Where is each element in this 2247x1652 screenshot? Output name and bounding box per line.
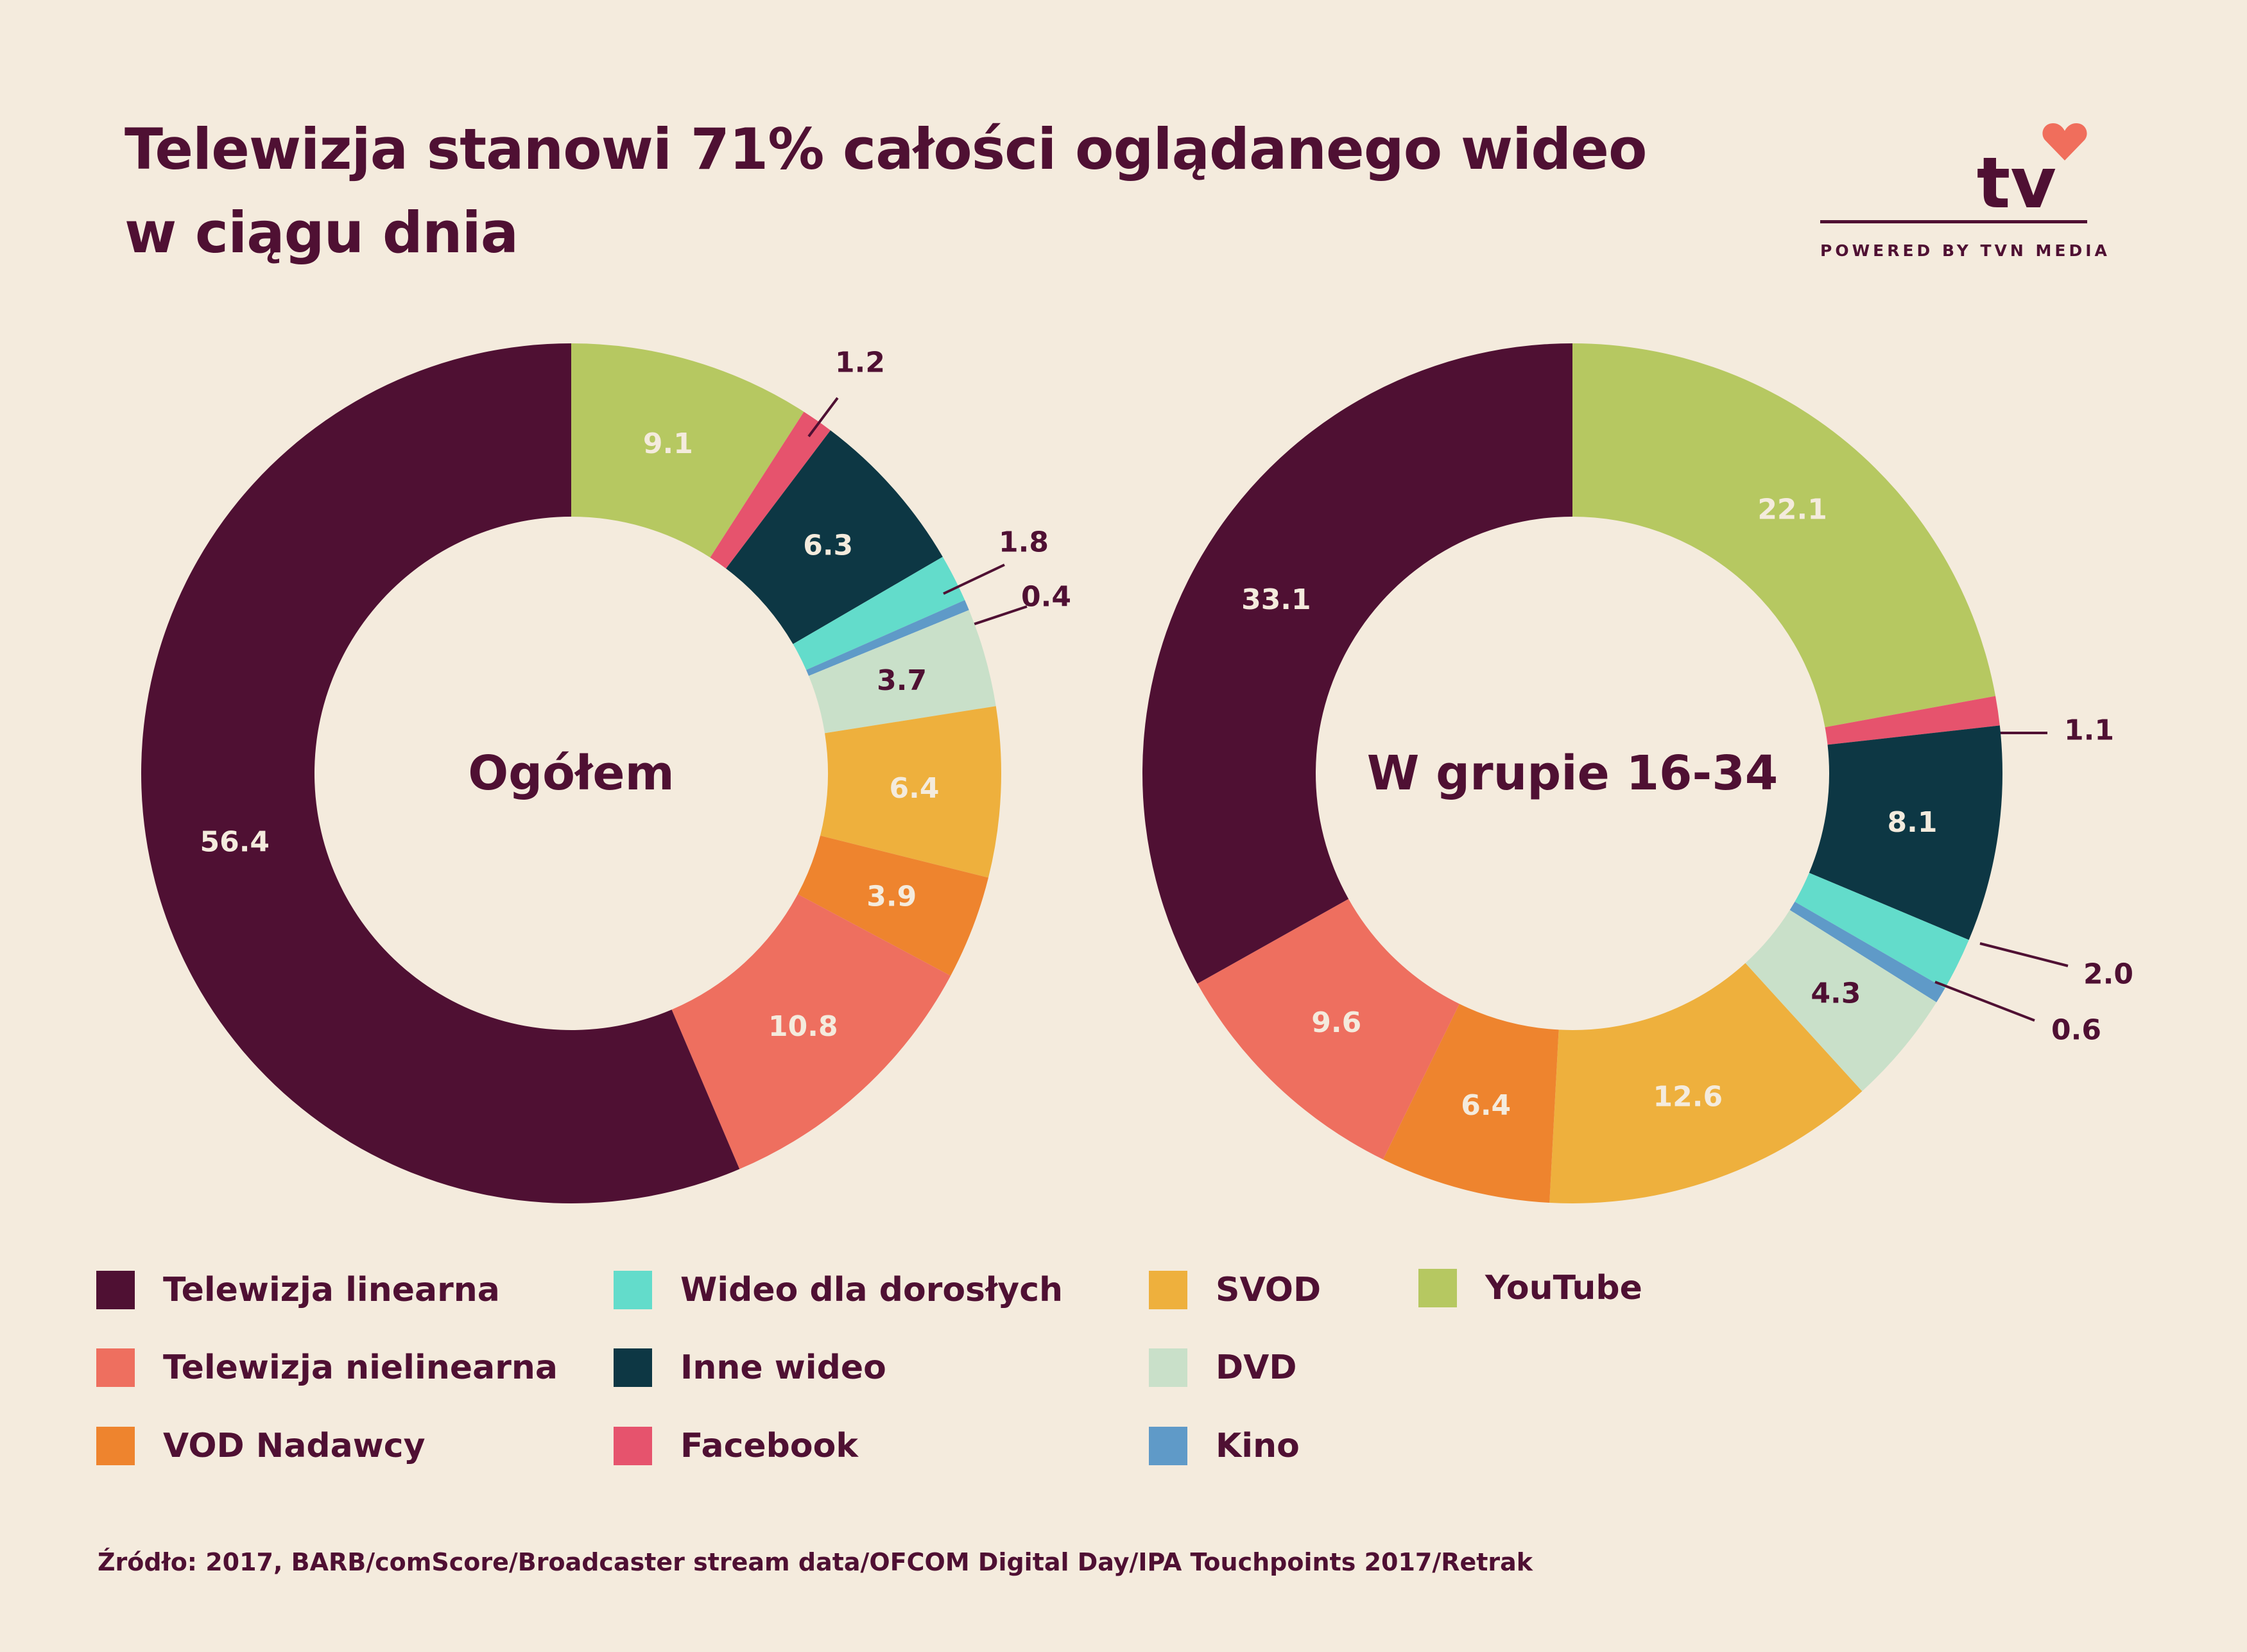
heart-icon [2042, 123, 2087, 160]
leader-line-wideo-dla-doroslych [943, 564, 1005, 595]
slice-svod [820, 706, 1002, 878]
title-line-2: w ciągu dnia [125, 200, 519, 266]
slice-telewizja-linearna [1142, 343, 1572, 984]
data-label-telewizja-linearna: 56.4 [200, 825, 270, 858]
data-label-vod-nadawcy: 3.9 [866, 881, 917, 913]
slice-dvd [1745, 909, 1937, 1092]
slice-facebook [1825, 696, 2000, 745]
data-label-dvd: 4.3 [1811, 977, 1861, 1010]
slice-vod-nadawcy [797, 836, 988, 976]
donut-center-label: W grupie 16-34 [1367, 746, 1778, 801]
donut-chart-1: 9.1 1.2 6.3 1.8 0.4 3.7 6.4 3.9 10.8 56.4 Ogółem [141, 343, 1071, 1203]
logo-mark: tv [1976, 142, 2056, 224]
data-label-wideo-dla-doroslych: 2.0 [2083, 958, 2133, 991]
data-label-telewizja-nielinearna: 9.6 [1311, 1006, 1361, 1039]
data-label-telewizja-nielinearna: 10.8 [768, 1010, 838, 1043]
title-line-1: Telewizja stanowi 71% całości oglądanego… [125, 116, 1647, 182]
slice-telewizja-linearna [141, 343, 740, 1203]
leader-line-facebook [807, 397, 839, 438]
data-label-facebook: 1.2 [835, 347, 885, 379]
data-label-wideo-dla-doroslych: 1.8 [999, 526, 1049, 559]
slice-wideo-dla-doroslych [1795, 872, 1969, 988]
slice-vod-nadawcy [1382, 1004, 1559, 1203]
slice-inne-wideo [726, 430, 943, 644]
source-note: Źródło: 2017, BARB/comScore/Broadcaster … [98, 1548, 1533, 1576]
slice-kino [806, 600, 969, 676]
slice-telewizja-nielinearna [1197, 899, 1459, 1160]
slice-youtube [571, 343, 804, 558]
chart-title: Telewizja stanowi 71% całości oglądanego… [125, 108, 1793, 275]
data-label-kino: 0.6 [2051, 1014, 2101, 1047]
leader-line-wideo-dla-doroslych [1979, 942, 2069, 967]
slice-svod [1549, 963, 1863, 1203]
data-label-inne-wideo: 6.3 [803, 529, 853, 562]
data-label-youtube: 22.1 [1757, 494, 1827, 526]
data-label-svod: 12.6 [1653, 1080, 1723, 1113]
slice-telewizja-nielinearna [671, 894, 951, 1169]
slice-wideo-dla-doroslych [793, 556, 965, 670]
tvn-logo: tv POWERED BY TVN MEDIA [1820, 122, 2110, 270]
data-label-kino: 0.4 [1021, 581, 1071, 614]
data-label-vod-nadawcy: 6.4 [1461, 1089, 1511, 1122]
slice-dvd [809, 610, 996, 734]
data-label-inne-wideo: 8.1 [1888, 806, 1938, 839]
data-label-telewizja-linearna: 33.1 [1241, 583, 1311, 616]
logo-tagline: POWERED BY TVN MEDIA [1820, 241, 2110, 260]
leader-line-kino [1934, 981, 2035, 1022]
slice-inne-wideo [1809, 725, 2002, 940]
data-label-svod: 6.4 [890, 772, 940, 805]
donut-center-label: Ogółem [468, 746, 674, 801]
donut-chart-2: 22.1 1.1 8.1 2.0 0.6 4.3 12.6 6.4 9.6 33.1 W grupi… [1142, 343, 2133, 1203]
slice-kino [1789, 902, 1945, 1002]
logo-divider [1820, 220, 2087, 223]
slice-youtube [1572, 343, 1996, 728]
data-label-dvd: 3.7 [877, 664, 927, 697]
data-label-youtube: 9.1 [643, 427, 693, 460]
slice-facebook [710, 411, 831, 569]
data-label-facebook: 1.1 [2064, 714, 2114, 747]
